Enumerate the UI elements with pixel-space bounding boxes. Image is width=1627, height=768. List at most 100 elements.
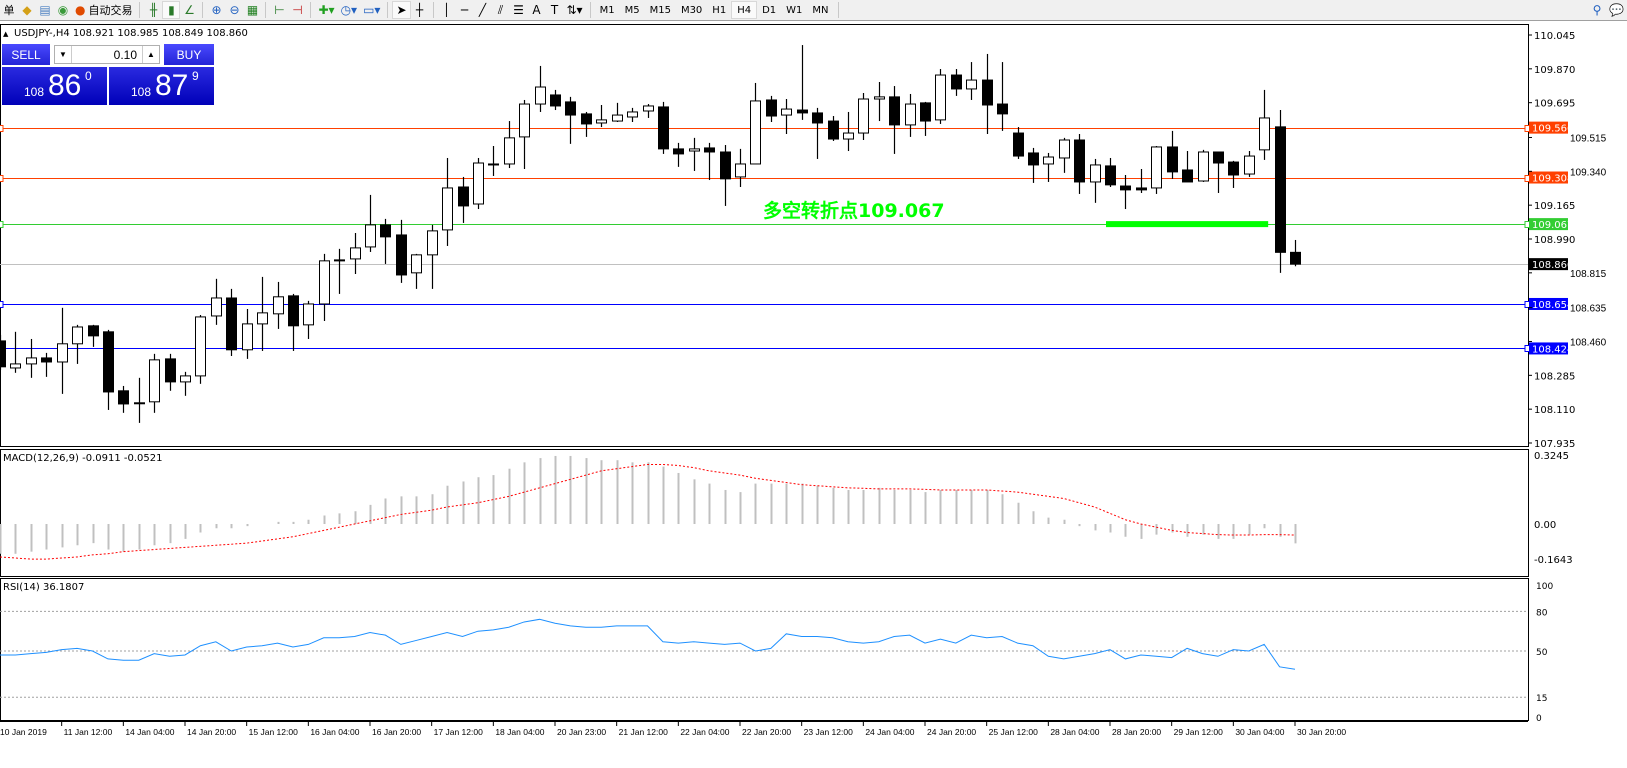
- bear-candle: [1120, 185, 1131, 191]
- line-chart-icon[interactable]: ∠: [184, 3, 195, 17]
- price-tick-label: 109.870: [1534, 65, 1575, 76]
- bear-candle: [1182, 169, 1193, 183]
- timeframe-m1[interactable]: M1: [599, 4, 615, 16]
- lot-increase-button[interactable]: ▲: [142, 46, 159, 63]
- separator: [265, 2, 267, 18]
- indicators-icon[interactable]: ✚▾: [318, 3, 335, 17]
- timeframe-h4[interactable]: H4: [731, 1, 758, 19]
- crosshair-icon[interactable]: ┼: [415, 3, 424, 17]
- zoom-in-icon[interactable]: ⊕: [211, 3, 222, 17]
- pivot-zone-bar[interactable]: [1106, 221, 1269, 228]
- lot-size-field[interactable]: ▼ 0.10 ▲: [54, 45, 160, 64]
- line-handle[interactable]: [0, 301, 4, 308]
- templates-icon[interactable]: ▭▾: [363, 3, 381, 17]
- bull-candle: [26, 357, 37, 365]
- separator: [310, 2, 312, 18]
- timeframe-w1[interactable]: W1: [786, 4, 803, 16]
- bear-candle: [88, 325, 99, 337]
- horizontal-line-icon[interactable]: ─: [460, 3, 469, 17]
- bear-candle: [920, 102, 931, 122]
- text-label-icon[interactable]: T: [550, 3, 559, 17]
- timeframe-mn[interactable]: MN: [812, 4, 829, 16]
- history-center-icon[interactable]: ▤: [39, 3, 51, 17]
- bull-candle: [10, 363, 21, 369]
- bull-candle: [180, 375, 191, 383]
- bar-chart-icon[interactable]: ╫: [149, 3, 158, 17]
- price-line-label: 109.067: [1532, 220, 1573, 231]
- periods-icon[interactable]: ◷▾: [340, 3, 358, 17]
- buy-button[interactable]: BUY: [164, 44, 214, 65]
- sell-button[interactable]: SELL: [2, 44, 50, 65]
- buy-big-figure: 108: [131, 85, 152, 99]
- bull-candle: [643, 105, 654, 112]
- price-tick-label: 109.165: [1534, 201, 1575, 212]
- bear-candle: [1013, 132, 1024, 157]
- time-tick-label: 14 Jan 04:00: [125, 727, 174, 737]
- rsi-pane-frame: [0, 578, 1529, 721]
- timeframe-m15[interactable]: M15: [649, 4, 671, 16]
- zoom-out-icon[interactable]: ⊖: [229, 3, 240, 17]
- bull-candle: [1259, 117, 1270, 151]
- lot-value[interactable]: 0.10: [113, 48, 137, 62]
- trendline-icon[interactable]: ╱: [478, 3, 487, 17]
- price-label-box: [1529, 218, 1568, 231]
- signals-icon[interactable]: ◉: [57, 3, 69, 17]
- price-line-label: 108.654: [1532, 300, 1573, 311]
- time-tick-label: 16 Jan 04:00: [310, 727, 359, 737]
- search-icon[interactable]: ⚲: [1592, 3, 1602, 17]
- equidistant-channel-icon[interactable]: ⫽: [497, 3, 504, 17]
- separator: [432, 2, 434, 18]
- timeframe-h1[interactable]: H1: [712, 4, 727, 16]
- bull-candle: [519, 103, 530, 138]
- time-tick-label: 25 Jan 12:00: [989, 727, 1038, 737]
- arrows-icon[interactable]: ⇅▾: [566, 3, 583, 17]
- sell-price-box[interactable]: 108 86 0: [2, 67, 107, 105]
- macd-title: MACD(12,26,9) -0.0911 -0.0521: [3, 453, 163, 464]
- bear-candle: [1290, 251, 1301, 265]
- chart-shift-icon[interactable]: ⊢: [274, 3, 285, 17]
- bull-candle: [442, 187, 453, 231]
- rsi-tick-label: 0: [1536, 714, 1542, 724]
- bear-candle: [797, 109, 808, 114]
- price-tick-label: 109.515: [1570, 133, 1607, 144]
- timeframe-m5[interactable]: M5: [624, 4, 640, 16]
- line-handle[interactable]: [0, 221, 4, 228]
- timeframe-m30[interactable]: M30: [680, 4, 703, 16]
- line-handle[interactable]: [0, 125, 4, 132]
- timeframe-group: M1 M5 M15 M30 H1 H4 D1 W1 MN: [595, 1, 834, 19]
- lot-decrease-button[interactable]: ▼: [55, 46, 72, 63]
- bull-candle: [689, 148, 700, 152]
- collapse-triangle-icon[interactable]: ▲: [3, 30, 9, 38]
- candlestick-icon[interactable]: ▮: [162, 1, 181, 19]
- line-handle[interactable]: [0, 175, 4, 182]
- buy-price-box[interactable]: 108 87 9: [109, 67, 214, 105]
- vertical-line-icon[interactable]: │: [442, 3, 451, 17]
- bull-candle: [473, 162, 484, 205]
- auto-trading-button[interactable]: ● 自动交易: [72, 1, 135, 19]
- chat-icon[interactable]: 💬: [1609, 3, 1624, 17]
- tile-windows-icon[interactable]: ▦: [246, 3, 259, 17]
- auto-scroll-icon[interactable]: ⊣: [292, 3, 303, 17]
- time-tick-label: 22 Jan 20:00: [742, 727, 791, 737]
- time-tick-label: 16 Jan 20:00: [372, 727, 421, 737]
- separator: [202, 2, 204, 18]
- menu-fragment[interactable]: 单: [3, 4, 15, 17]
- text-icon[interactable]: A: [532, 3, 541, 17]
- timeframe-d1[interactable]: D1: [762, 4, 777, 16]
- chart-header: USDJPY-,H4 108.921 108.985 108.849 108.8…: [14, 28, 248, 39]
- macd-tick-label: -0.1643: [1534, 555, 1573, 566]
- price-line-label: 109.308: [1532, 174, 1573, 185]
- time-tick-label: 29 Jan 12:00: [1174, 727, 1223, 737]
- price-tick-label: 110.045: [1534, 31, 1575, 42]
- bear-candle: [766, 99, 777, 117]
- fibonacci-icon[interactable]: ☰: [513, 3, 524, 17]
- bull-candle: [596, 119, 607, 124]
- toolbar: 单 ◆ ▤ ◉ ● 自动交易 ╫ ▮ ∠ ⊕ ⊖ ▦ ⊢ ⊣ ✚▾ ◷▾ ▭▾ …: [0, 0, 1627, 21]
- cursor-icon[interactable]: ➤: [392, 1, 411, 19]
- bull-candle: [843, 132, 854, 140]
- separator: [837, 2, 839, 18]
- profiles-icon[interactable]: ◆: [22, 3, 32, 17]
- time-tick-label: 10 Jan 2019: [0, 727, 47, 737]
- bear-candle: [982, 79, 993, 106]
